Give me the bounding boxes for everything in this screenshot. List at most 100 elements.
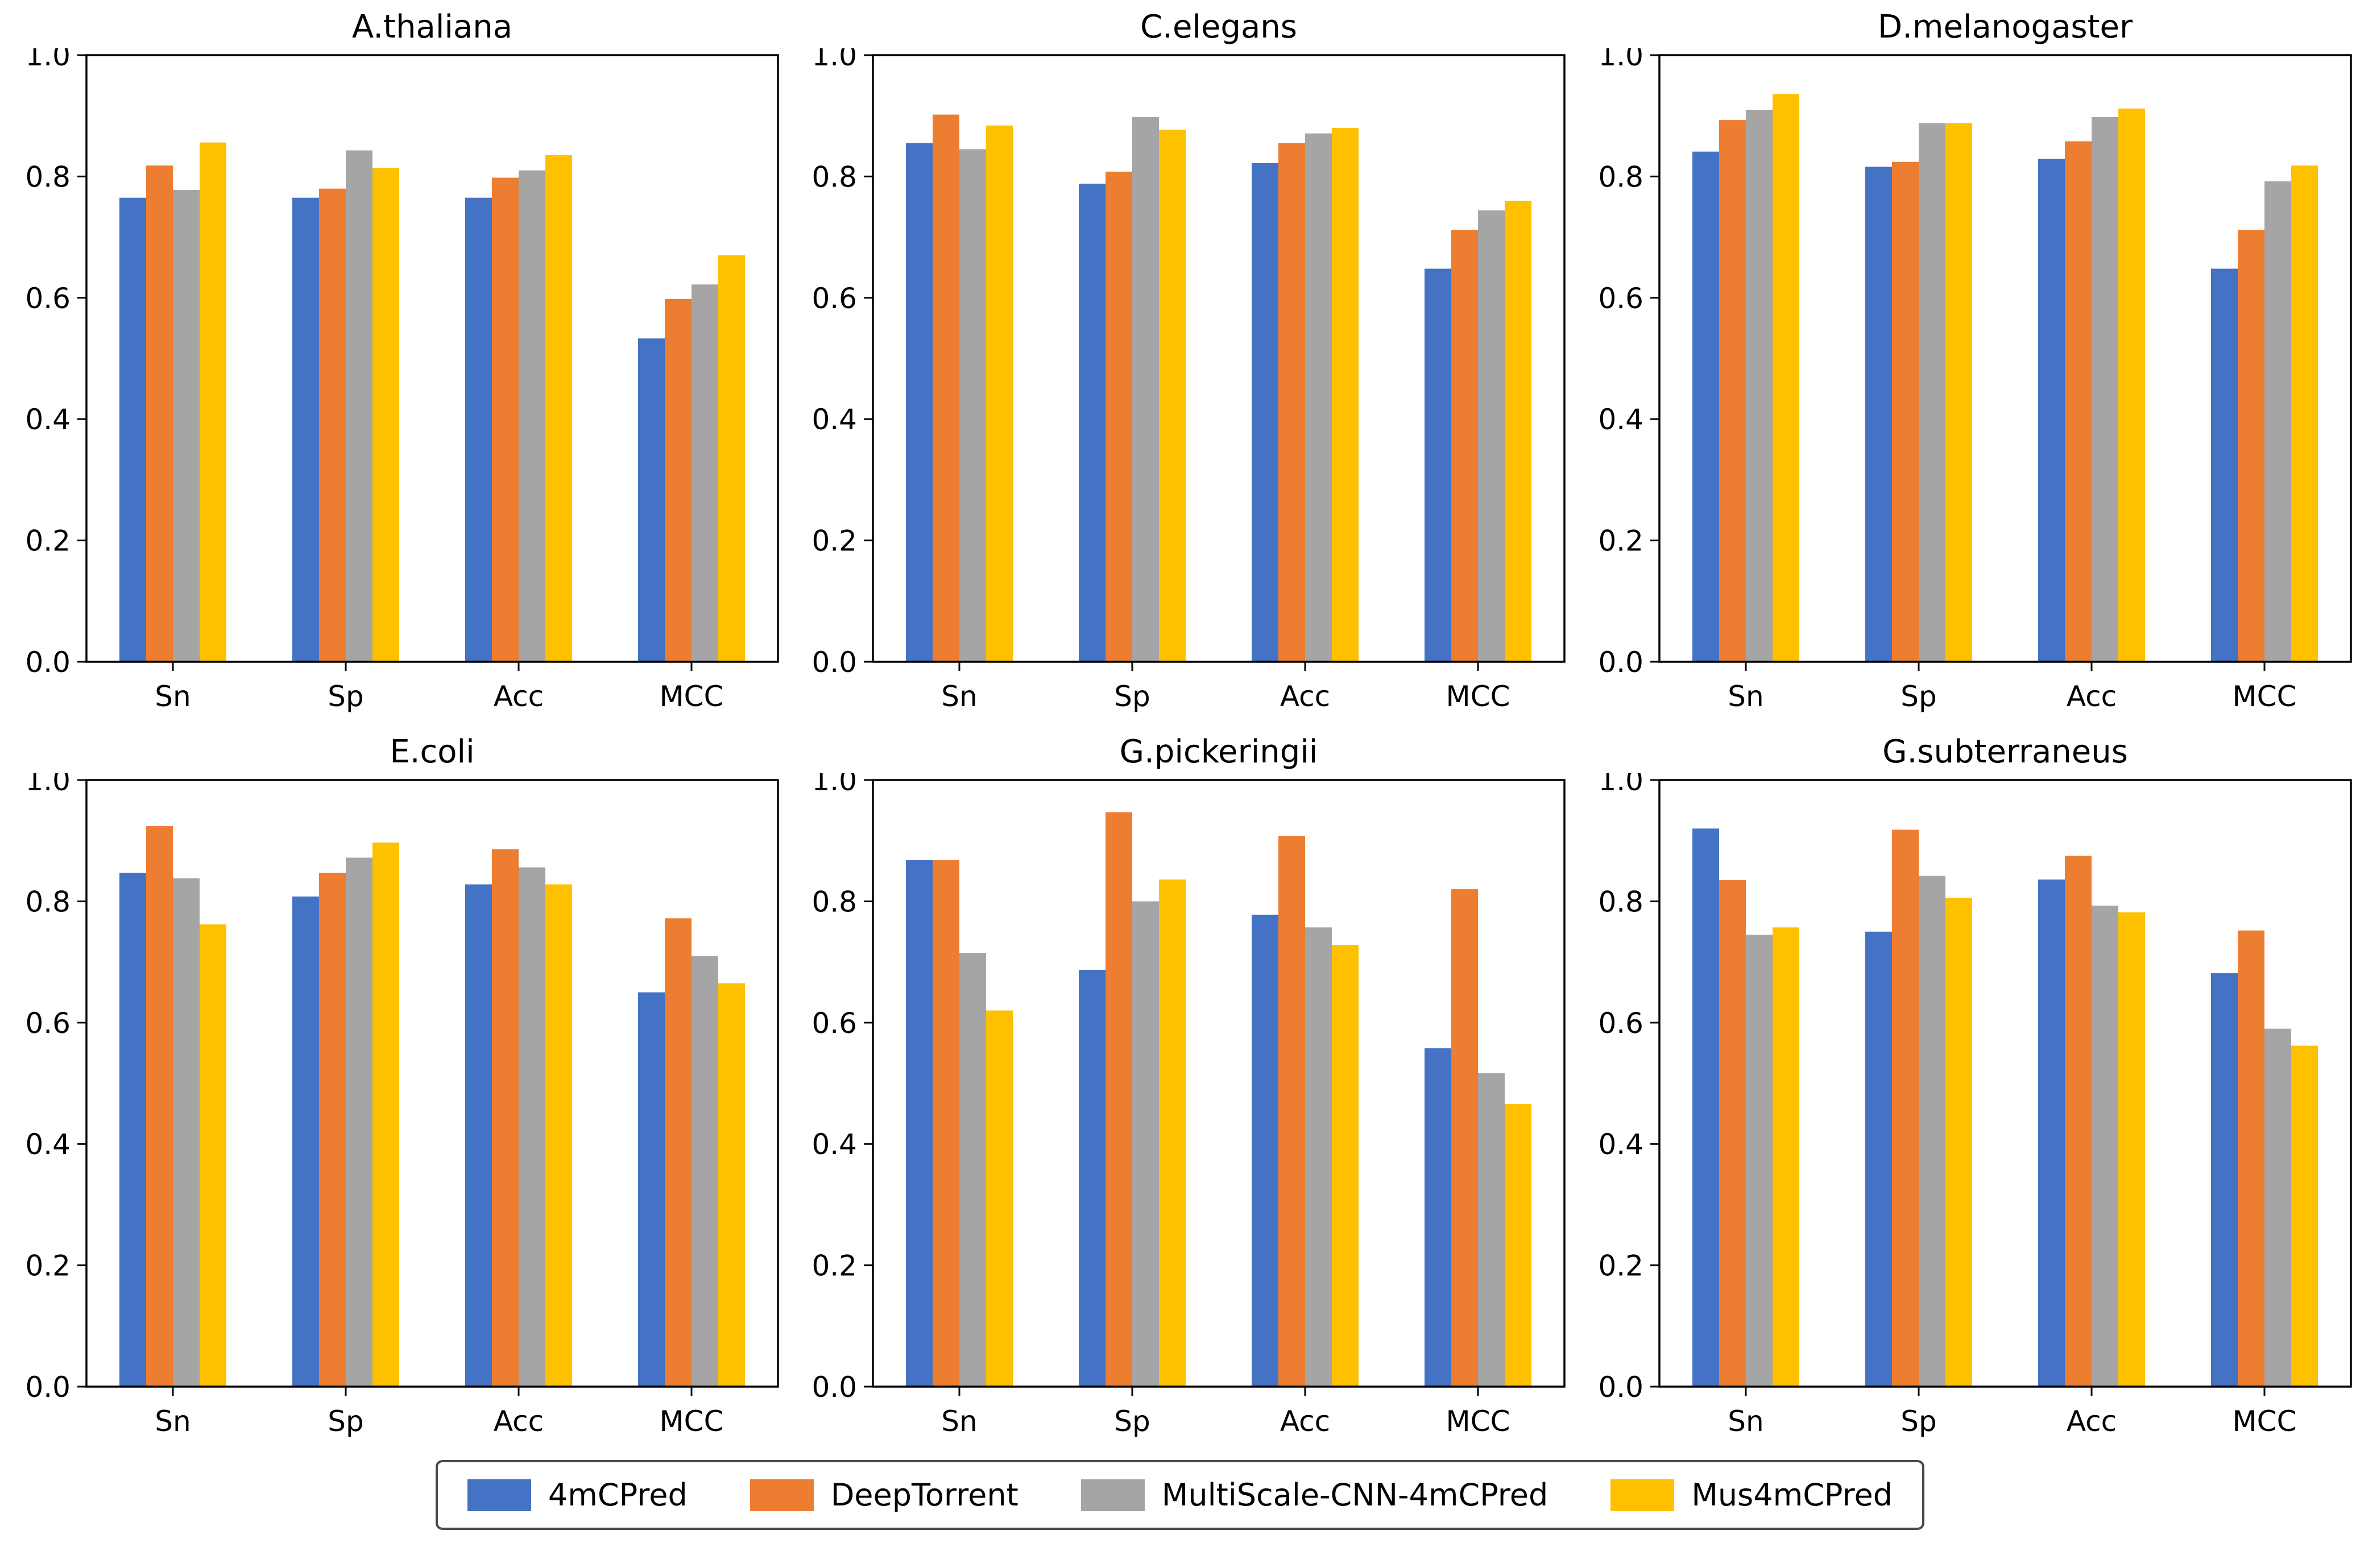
bar — [665, 918, 692, 1387]
y-tick-label: 0.2 — [25, 1250, 71, 1283]
bar — [319, 873, 346, 1387]
y-tick-label: 0.2 — [1598, 1250, 1643, 1283]
bar — [519, 170, 545, 662]
y-tick-label: 1.0 — [811, 48, 857, 72]
x-tick-label: Acc — [2067, 1405, 2117, 1438]
axes-box — [1658, 54, 2352, 663]
bar — [173, 878, 200, 1387]
x-tick-label: Sn — [1728, 1405, 1763, 1438]
y-tick-label: 0.8 — [811, 160, 857, 193]
y-tick-label: 0.2 — [1598, 525, 1643, 558]
bar — [1425, 268, 1451, 662]
bar — [1746, 110, 1773, 662]
subplot-a-thaliana: A.thaliana Sn Sp Acc MCC 0.0 0.2 0.4 0.6 0.8 1.0 — [0, 0, 786, 725]
bar — [1451, 230, 1478, 662]
y-tick-label: 0.4 — [811, 1128, 857, 1161]
y-tick-label: 0.2 — [25, 525, 71, 558]
bar — [1159, 130, 1186, 662]
bar — [906, 860, 933, 1387]
y-tick-label: 1.0 — [25, 773, 71, 797]
y-tick-label: 0.4 — [25, 403, 71, 436]
bar — [1892, 161, 1919, 662]
bar — [692, 956, 718, 1387]
charts-grid: A.thaliana Sn Sp Acc MCC 0.0 0.2 0.4 0.6 0.8 1.0 … — [0, 0, 2352, 1438]
x-tick-label: MCC — [660, 1405, 724, 1438]
x-tick-label: MCC — [1446, 680, 1510, 713]
bar — [1252, 914, 1278, 1387]
bar-chart-canvas: Sn Sp Acc MCC 0.0 0.2 0.4 0.6 0.8 1.0 — [1598, 773, 2352, 1438]
y-tick-label: 0.8 — [25, 160, 71, 193]
y-tick-label: 1.0 — [25, 48, 71, 72]
bar — [1332, 128, 1359, 662]
bar — [2291, 1046, 2318, 1387]
bar — [545, 884, 572, 1387]
y-tick-label: 1.0 — [1598, 48, 1643, 72]
bar — [1773, 927, 1799, 1387]
bar — [372, 842, 399, 1387]
y-tick-label: 0.6 — [811, 1007, 857, 1040]
bar — [519, 867, 545, 1387]
y-tick-label: 1.0 — [1598, 773, 1643, 797]
bar — [119, 197, 146, 662]
legend-swatch-multiscale-cnn-4mcpred — [1080, 1479, 1145, 1511]
bar-chart-canvas: Sn Sp Acc MCC 0.0 0.2 0.4 0.6 0.8 1.0 — [1598, 48, 2352, 713]
bar — [1919, 123, 1945, 662]
legend-label: 4mCPred — [548, 1477, 688, 1513]
bar — [146, 826, 173, 1387]
bar — [2211, 973, 2238, 1387]
bar — [545, 155, 572, 662]
bar — [1865, 167, 1892, 662]
bar — [173, 189, 200, 662]
y-tick-label: 0.6 — [1598, 1007, 1643, 1040]
bar — [1159, 879, 1186, 1387]
bar — [465, 197, 492, 662]
bar — [292, 896, 319, 1387]
y-tick-label: 0.6 — [25, 1007, 71, 1040]
y-tick-label: 0.0 — [25, 646, 71, 679]
x-tick-label: Sp — [328, 1405, 363, 1438]
bar — [1746, 935, 1773, 1387]
bar — [986, 125, 1013, 662]
y-tick-label: 0.8 — [811, 885, 857, 918]
legend-item-mus4mcpred: Mus4mCPred — [1610, 1477, 1893, 1513]
bar — [906, 143, 933, 662]
legend-swatch-4mcpred — [467, 1479, 531, 1511]
x-tick-label: Acc — [494, 680, 544, 713]
bar — [1892, 829, 1919, 1387]
axes-box — [85, 779, 779, 1388]
bar — [665, 298, 692, 662]
bar — [119, 873, 146, 1387]
bar — [1478, 210, 1505, 662]
x-tick-label: MCC — [2233, 1405, 2297, 1438]
x-tick-label: MCC — [660, 680, 724, 713]
subplot-title: C.elegans — [1140, 9, 1297, 45]
legend-item-deeptorrent: DeepTorrent — [750, 1477, 1018, 1513]
bar — [2065, 141, 2092, 662]
bar — [2264, 181, 2291, 662]
bar — [1945, 897, 1972, 1387]
bar — [638, 992, 665, 1387]
x-tick-label: Sn — [155, 680, 191, 713]
y-tick-label: 1.0 — [811, 773, 857, 797]
y-tick-label: 0.2 — [811, 1250, 857, 1283]
y-tick-label: 0.2 — [811, 525, 857, 558]
bar — [1719, 120, 1746, 662]
bar — [1305, 927, 1332, 1387]
x-tick-label: Acc — [1280, 1405, 1330, 1438]
subplot-title: A.thaliana — [351, 9, 513, 45]
x-tick-label: Sp — [328, 680, 363, 713]
bar — [1079, 969, 1106, 1387]
bar — [1919, 876, 1945, 1387]
bar — [492, 849, 519, 1387]
bar — [718, 255, 745, 662]
x-tick-label: MCC — [2233, 680, 2297, 713]
legend-item-multiscale-cnn-4mcpred: MultiScale-CNN-4mCPred — [1080, 1477, 1548, 1513]
bar — [319, 188, 346, 662]
subplot-title: D.melanogaster — [1877, 9, 2133, 45]
x-tick-label: Sn — [1728, 680, 1763, 713]
bar — [2092, 905, 2118, 1387]
bar — [2065, 856, 2092, 1387]
bar — [2092, 117, 2118, 662]
bar-chart-canvas: Sn Sp Acc MCC 0.0 0.2 0.4 0.6 0.8 1.0 — [25, 773, 779, 1438]
